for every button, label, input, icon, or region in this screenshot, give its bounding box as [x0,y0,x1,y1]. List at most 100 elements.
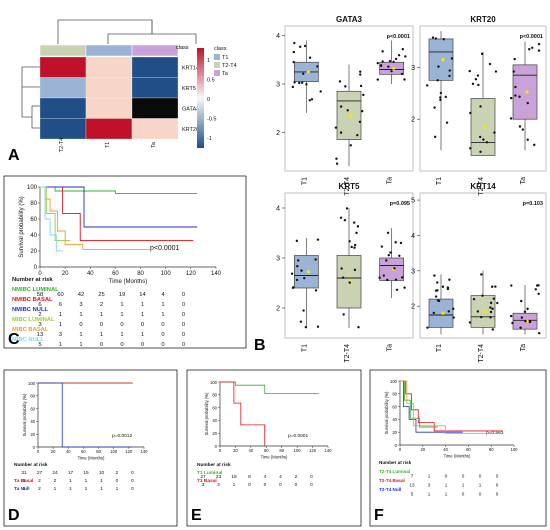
heatmap-row-label: GATA3 [182,106,199,112]
data-point [297,259,300,262]
y-tick-label: 20 [30,249,37,255]
box [470,98,496,156]
data-point [353,246,356,249]
data-point [353,268,357,272]
data-point [400,72,404,76]
risk-value: 1 [462,483,465,488]
risk-value: 2 [100,302,103,308]
data-point [537,292,540,296]
risk-value: 2 [116,470,119,476]
data-point [356,225,360,228]
heatmap-row-labels: KRT14 KRT5 GATA3 KRT20 [182,65,199,133]
data-point [358,120,362,123]
risk-value: 3 [428,483,431,488]
plot-frame [284,192,414,339]
data-point [295,278,299,282]
heatmap-cell [131,97,179,119]
heatmap-row-label: KRT5 [182,86,196,92]
data-point [520,316,524,319]
y-tick-label: 100 [28,381,36,386]
data-point [401,47,405,51]
data-point [531,46,534,49]
data-point [436,79,439,82]
x-category-label: Ta [387,344,394,352]
survival-curve [38,382,133,448]
boxplot-krt5: KRT5 p=0.095 2 3 4 T1 T2-T4 Ta [276,182,414,363]
risk-value: 25 [98,292,104,298]
data-point [489,316,492,319]
data-point [468,321,472,324]
data-point [393,267,396,270]
y-tick-label: 100 [27,185,38,191]
risk-value: 0 [479,492,482,497]
heatmap-column-label: T1 [105,142,111,148]
risk-value: 1 [428,474,431,479]
data-point [448,278,451,281]
data-point [426,326,429,329]
data-point [387,65,390,68]
risk-value: 1 [79,312,82,318]
risk-value: 6 [59,302,62,308]
data-point [359,70,362,73]
y-tick-label: 100 [390,379,398,384]
data-point [439,91,443,95]
y-tick-label: 80 [30,201,37,207]
data-point [448,69,451,72]
colorbar-tick: 1 [207,58,210,64]
x-category-label: T2-T4 [344,177,351,196]
risk-table-title: Number at risk [379,460,412,465]
y-axis-label: Survival probability (%) [384,391,389,434]
x-axis-label: Time (Months) [444,453,471,458]
data-point [520,299,523,303]
risk-value: 58 [37,292,43,298]
data-point [338,80,342,83]
data-point [445,121,449,124]
data-point [482,138,485,141]
risk-value: 1 [59,312,62,318]
panel-d-frame [3,369,178,527]
data-point [518,125,522,128]
risk-value: 0 [182,312,185,318]
data-point [356,133,359,137]
risk-value: 1 [116,486,119,492]
data-point [359,73,362,76]
y-tick-label: 3 [276,256,280,263]
risk-value: 2 [38,486,41,492]
data-point [534,288,537,291]
x-tick-label: 0 [399,447,402,452]
x-tick-label: 0 [37,449,40,454]
colorbar-tick: -0.5 [207,117,216,123]
heatmap-cell [85,56,133,78]
data-point [494,285,497,288]
risk-value: 0 [264,482,267,488]
y-tick-label: 4 [411,233,415,240]
risk-value: 1 [141,332,144,338]
data-point [339,131,343,134]
y-tick-label: 60 [392,404,397,409]
risk-value: 0 [279,482,282,488]
data-point [290,272,294,275]
y-tick-label: 40 [30,419,35,424]
heatmap-row-label: KRT14 [182,65,199,71]
risk-value: 1 [59,342,62,348]
data-point [476,74,480,77]
x-tick-label: 120 [309,448,317,453]
y-tick-label: 100 [210,380,218,385]
data-point [488,62,492,66]
class-cell-1 [85,44,133,57]
y-tick-label: 80 [212,393,217,398]
class-legend: class T1 T2-T4 Ta [214,46,237,77]
risk-value: 0 [310,482,313,488]
risk-value: 1 [120,312,123,318]
risk-table-title: Number at risk [197,462,231,468]
data-point [450,57,454,60]
risk-value: 3 [217,482,220,488]
panel-a-heatmap: class KRT14 KRT5 GATA3 KRT20 T2-T4 T1 Ta 1 0.5… [8,19,237,164]
data-point [389,251,392,254]
mean-point [483,125,487,129]
y-tick-label: 20 [392,430,397,435]
mean-point [306,270,310,274]
data-point [291,286,295,289]
